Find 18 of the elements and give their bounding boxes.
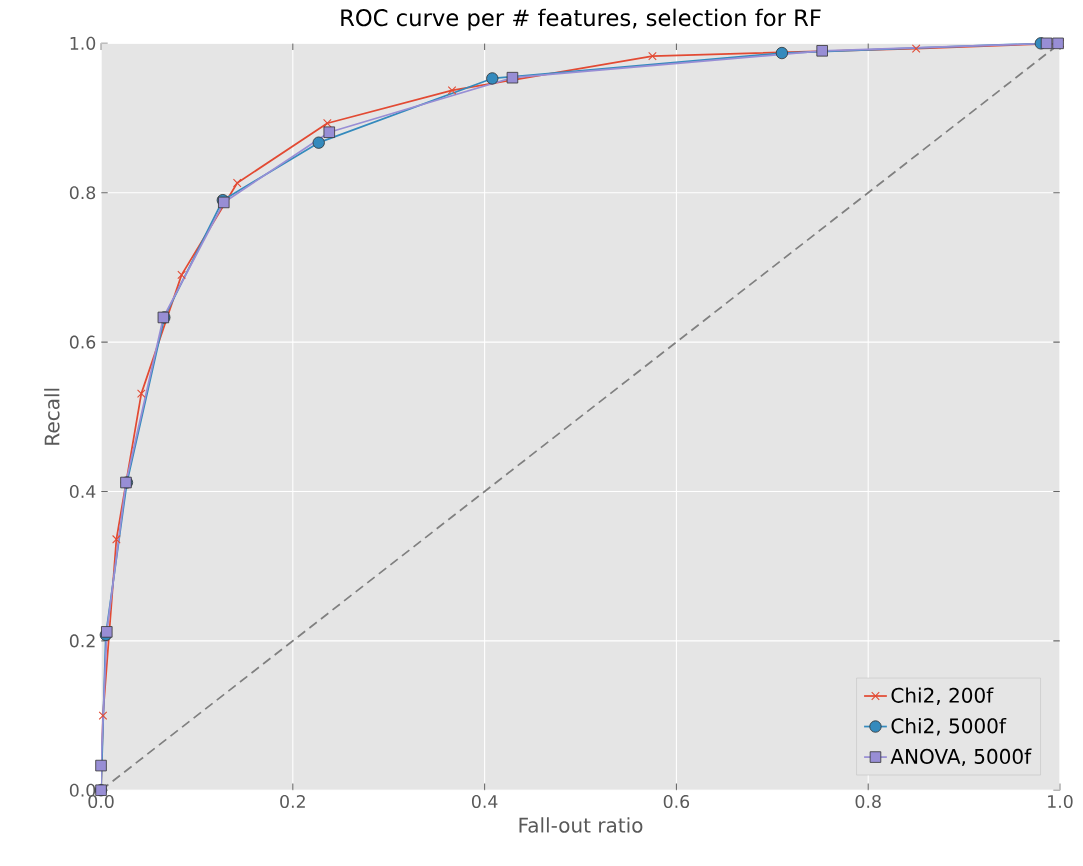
y-tick-label: 0.8	[69, 186, 96, 200]
x-tick-label: 0.0	[88, 794, 114, 808]
legend-label: Chi2, 200f	[891, 687, 994, 705]
y-tick-label: 0.2	[69, 634, 95, 648]
x-axis-title: Fall-out ratio	[519, 817, 643, 833]
chart-title: ROC curve per # features, selection for RF	[341, 8, 821, 31]
x-tick-label: 0.6	[663, 794, 690, 808]
legend-label: Chi2, 5000f	[891, 717, 1007, 736]
x-tick-label: 0.2	[280, 794, 305, 808]
legend-label: ANOVA, 5000f	[890, 748, 1032, 766]
y-tick-label: 1.0	[70, 36, 96, 50]
x-tick-label: 1.0	[1048, 794, 1073, 808]
x-tick-label: 0.8	[855, 794, 881, 808]
y-tick-label: 0.6	[69, 335, 96, 349]
x-tick-label: 0.4	[471, 794, 498, 808]
y-tick-label: 0.4	[69, 484, 96, 498]
y-axis-title: Recall	[44, 388, 60, 445]
y-tick-label: 0.0	[69, 783, 96, 797]
